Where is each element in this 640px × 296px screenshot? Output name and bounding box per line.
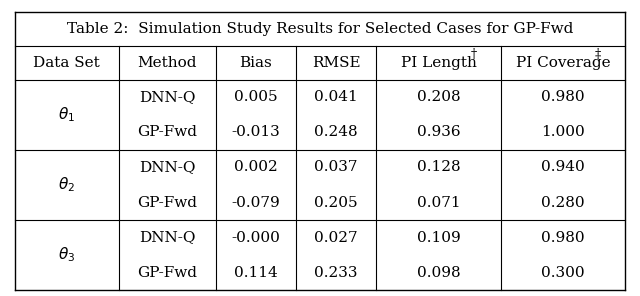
Text: 0.037: 0.037 xyxy=(314,160,358,174)
Text: GP-Fwd: GP-Fwd xyxy=(138,126,197,139)
Text: 0.936: 0.936 xyxy=(417,126,460,139)
Text: 0.128: 0.128 xyxy=(417,160,460,174)
Text: 0.071: 0.071 xyxy=(417,196,460,210)
Text: 0.980: 0.980 xyxy=(541,231,585,244)
Text: RMSE: RMSE xyxy=(312,56,360,70)
Text: -0.013: -0.013 xyxy=(231,126,280,139)
Text: GP-Fwd: GP-Fwd xyxy=(138,196,197,210)
Text: DNN-Q: DNN-Q xyxy=(139,91,196,104)
Text: 0.208: 0.208 xyxy=(417,91,460,104)
Text: 0.300: 0.300 xyxy=(541,266,585,279)
Text: $\theta_1$: $\theta_1$ xyxy=(58,106,76,124)
Text: GP-Fwd: GP-Fwd xyxy=(138,266,197,279)
Text: Data Set: Data Set xyxy=(33,56,100,70)
Text: PI Coverage: PI Coverage xyxy=(516,56,611,70)
Text: Bias: Bias xyxy=(239,56,272,70)
Text: 0.041: 0.041 xyxy=(314,91,358,104)
Text: 0.980: 0.980 xyxy=(541,91,585,104)
Text: Table 2:  Simulation Study Results for Selected Cases for GP-Fwd: Table 2: Simulation Study Results for Se… xyxy=(67,22,573,36)
Text: †: † xyxy=(470,48,476,61)
Text: 0.233: 0.233 xyxy=(314,266,358,279)
Text: $\theta_2$: $\theta_2$ xyxy=(58,176,76,194)
Text: 0.280: 0.280 xyxy=(541,196,585,210)
Text: 0.002: 0.002 xyxy=(234,160,278,174)
Text: 0.005: 0.005 xyxy=(234,91,278,104)
Text: 0.205: 0.205 xyxy=(314,196,358,210)
Text: DNN-Q: DNN-Q xyxy=(139,160,196,174)
Text: 0.940: 0.940 xyxy=(541,160,585,174)
Text: $\theta_3$: $\theta_3$ xyxy=(58,246,76,264)
Text: 0.114: 0.114 xyxy=(234,266,278,279)
Text: Method: Method xyxy=(138,56,197,70)
Text: ‡: ‡ xyxy=(595,48,601,61)
Text: 1.000: 1.000 xyxy=(541,126,585,139)
Text: -0.000: -0.000 xyxy=(231,231,280,244)
Text: 0.098: 0.098 xyxy=(417,266,460,279)
Text: 0.248: 0.248 xyxy=(314,126,358,139)
Text: 0.027: 0.027 xyxy=(314,231,358,244)
Text: 0.109: 0.109 xyxy=(417,231,460,244)
Text: DNN-Q: DNN-Q xyxy=(139,231,196,244)
Text: PI Length: PI Length xyxy=(401,56,476,70)
Text: -0.079: -0.079 xyxy=(231,196,280,210)
